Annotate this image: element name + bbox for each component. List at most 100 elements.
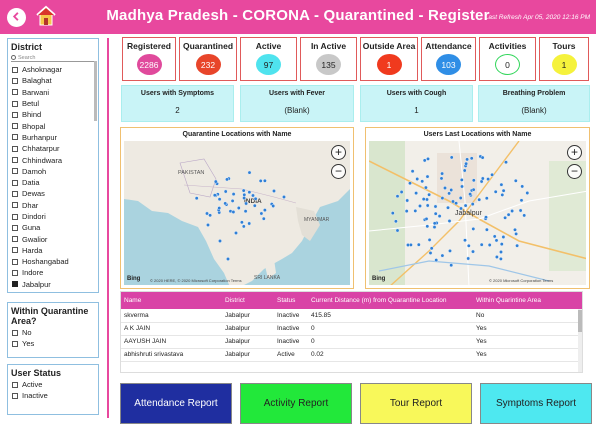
location-marker[interactable] [432, 221, 437, 226]
location-marker[interactable] [470, 202, 475, 206]
location-marker[interactable] [393, 219, 398, 224]
kpi-quarantined[interactable]: Quarantined 232 [179, 37, 237, 81]
location-marker[interactable] [493, 189, 498, 194]
district-option[interactable]: Balaghat [8, 75, 98, 86]
location-marker[interactable] [490, 172, 495, 177]
location-marker[interactable] [262, 208, 267, 213]
location-marker[interactable] [484, 196, 489, 201]
location-marker[interactable] [495, 255, 499, 259]
checkbox[interactable] [12, 157, 18, 164]
location-marker[interactable] [451, 199, 455, 204]
location-marker[interactable] [437, 214, 442, 219]
location-marker[interactable] [433, 204, 438, 209]
location-marker[interactable] [405, 198, 410, 203]
location-marker[interactable] [432, 225, 437, 230]
location-marker[interactable] [259, 211, 264, 216]
location-marker[interactable] [418, 204, 422, 208]
location-marker[interactable] [236, 206, 241, 210]
status-option-inactive[interactable]: Inactive [8, 390, 98, 401]
location-marker[interactable] [422, 158, 427, 163]
attendance-report-button[interactable]: Attendance Report [120, 383, 232, 424]
location-marker[interactable] [242, 192, 247, 197]
location-marker[interactable] [449, 263, 454, 268]
area-option-no[interactable]: No [8, 327, 98, 338]
card-users-with-symptoms[interactable]: Users with Symptoms 2 [121, 85, 234, 122]
district-option[interactable]: Chhindwara [8, 154, 98, 165]
location-marker[interactable] [428, 251, 433, 255]
location-marker[interactable] [522, 213, 527, 218]
location-marker[interactable] [258, 179, 263, 183]
location-marker[interactable] [231, 210, 236, 214]
checkbox[interactable] [12, 329, 18, 336]
location-marker[interactable] [282, 195, 286, 199]
location-marker[interactable] [477, 197, 482, 202]
district-option[interactable]: Barwani [8, 87, 98, 98]
district-option[interactable]: Bhopal [8, 120, 98, 131]
area-option-yes[interactable]: Yes [8, 338, 98, 349]
district-option[interactable]: Hoshangabad [8, 256, 98, 267]
checkbox[interactable] [12, 236, 18, 243]
card-users-with-fever[interactable]: Users with Fever (Blank) [240, 85, 354, 122]
location-marker[interactable] [518, 208, 523, 213]
district-option[interactable]: Gwalior [8, 233, 98, 244]
checkbox[interactable] [12, 111, 18, 118]
location-marker[interactable] [395, 228, 400, 233]
location-marker[interactable] [503, 215, 508, 220]
location-marker[interactable] [218, 239, 222, 243]
location-marker[interactable] [223, 201, 228, 206]
location-marker[interactable] [494, 238, 499, 243]
checkbox[interactable] [12, 134, 18, 141]
table-row[interactable]: A K JAIN Jabalpur Inactive 0 Yes [121, 322, 582, 336]
checkbox[interactable] [12, 213, 18, 220]
location-marker[interactable] [226, 257, 230, 261]
location-marker[interactable] [427, 238, 432, 242]
location-marker[interactable] [501, 188, 506, 193]
location-marker[interactable] [440, 196, 445, 200]
location-marker[interactable] [480, 155, 485, 160]
location-marker[interactable] [225, 177, 229, 182]
location-marker[interactable] [440, 253, 445, 258]
location-marker[interactable] [440, 171, 445, 176]
back-button[interactable] [7, 8, 26, 27]
location-marker[interactable] [439, 176, 444, 181]
location-marker[interactable] [424, 185, 428, 190]
column-header-status[interactable]: Status [274, 292, 308, 309]
location-marker[interactable] [223, 189, 228, 194]
zoom-in-button[interactable]: + [567, 145, 582, 160]
location-marker[interactable] [213, 179, 218, 184]
location-marker[interactable] [426, 156, 430, 161]
kpi-activities[interactable]: Activities 0 [479, 37, 536, 81]
location-marker[interactable] [410, 169, 415, 174]
location-marker[interactable] [447, 191, 452, 196]
location-marker[interactable] [463, 203, 468, 208]
district-option[interactable]: Datia [8, 177, 98, 188]
location-marker[interactable] [408, 181, 412, 186]
checkbox[interactable] [12, 145, 18, 152]
location-marker[interactable] [471, 227, 476, 231]
card-users-with-cough[interactable]: Users with Cough 1 [360, 85, 473, 122]
location-marker[interactable] [471, 249, 475, 254]
location-marker[interactable] [525, 191, 530, 195]
district-search-input[interactable]: Search [11, 54, 95, 62]
zoom-out-button[interactable]: − [567, 164, 582, 179]
location-marker[interactable] [416, 242, 421, 247]
location-marker[interactable] [498, 257, 503, 261]
location-marker[interactable] [471, 178, 476, 183]
zoom-out-button[interactable]: − [331, 164, 346, 179]
location-marker[interactable] [205, 211, 209, 216]
location-marker[interactable] [499, 242, 504, 247]
location-marker[interactable] [469, 156, 474, 161]
column-header-name[interactable]: Name [121, 292, 222, 309]
location-marker[interactable] [465, 157, 470, 162]
checkbox[interactable] [12, 281, 18, 288]
location-marker[interactable] [427, 192, 431, 197]
location-marker[interactable] [208, 213, 213, 218]
map-copyright[interactable]: © 2020 Microsoft Corporation Terms [489, 278, 554, 283]
checkbox[interactable] [12, 168, 18, 175]
checkbox[interactable] [12, 381, 18, 388]
district-option[interactable]: Dindori [8, 211, 98, 222]
map-canvas[interactable]: Jabalpur + − Bing © 2020 Microsoft Corpo… [369, 141, 586, 285]
location-marker[interactable] [454, 201, 459, 206]
map-copyright[interactable]: © 2020 HERE, © 2020 Microsoft Corporatio… [150, 278, 242, 283]
location-marker[interactable] [519, 198, 524, 203]
